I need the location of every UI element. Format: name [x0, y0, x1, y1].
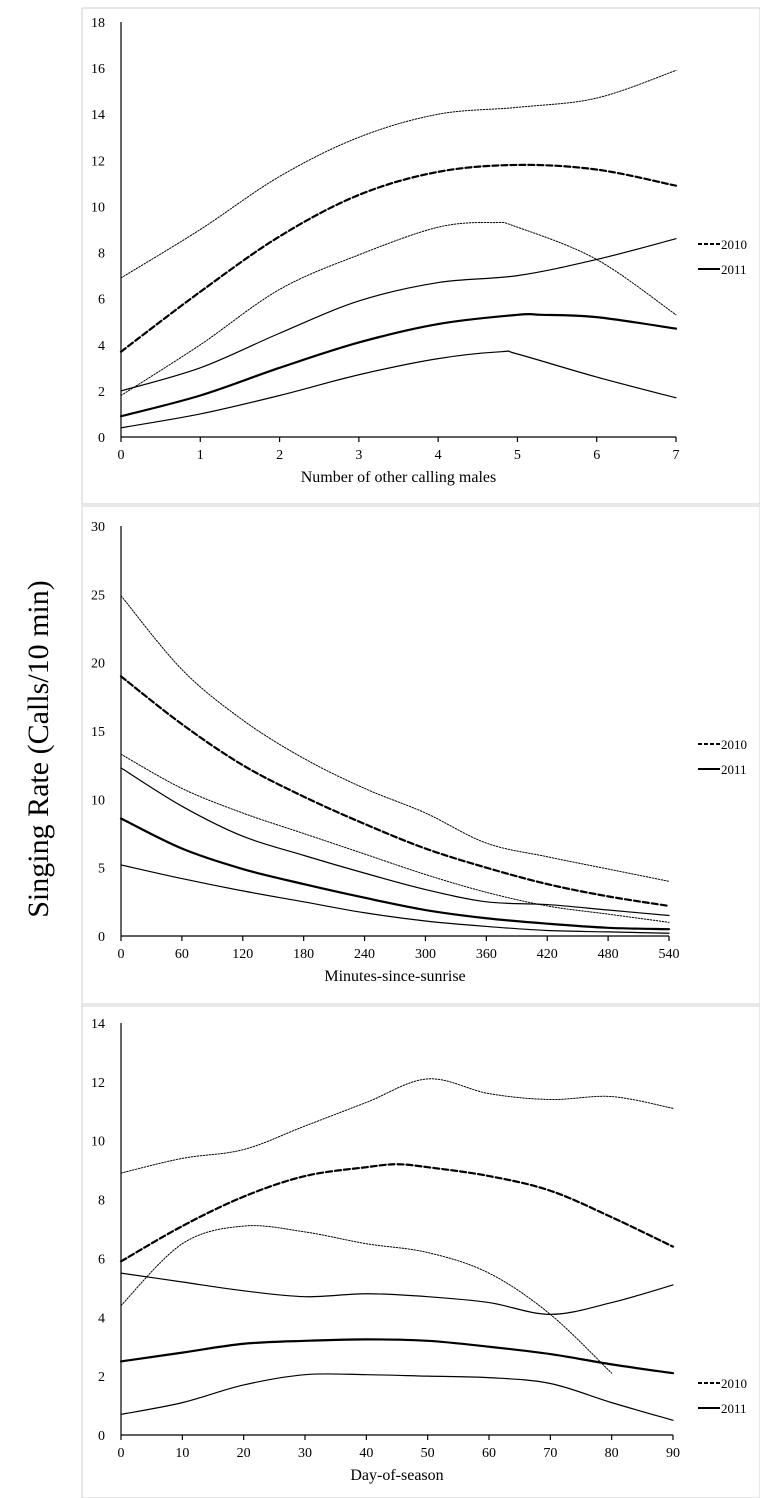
x-tick-label: 180: [293, 947, 314, 962]
x-tick-label: 30: [298, 1446, 312, 1461]
y-tick-label: 0: [98, 1429, 105, 1444]
x-tick-label: 420: [537, 947, 558, 962]
x-tick-label: 90: [666, 1446, 680, 1461]
y-tick-label: 0: [98, 431, 105, 446]
series-line-2-dotted: [120, 1078, 674, 1174]
x-tick-label: 7: [673, 448, 680, 463]
legend-label-2011: 2011: [721, 1401, 747, 1416]
panel-frame: [81, 1005, 760, 1498]
series-line-2010: [119, 675, 671, 908]
series-line-2011: [119, 817, 671, 931]
y-tick-label: 6: [98, 1252, 105, 1267]
x-tick-label: 480: [598, 947, 619, 962]
series-line-6-solid: [120, 1373, 674, 1421]
x-tick-label: 0: [118, 1446, 125, 1461]
series-line-2011: [119, 1338, 675, 1375]
series-line-5-solid: [120, 1272, 674, 1315]
x-tick-label: 240: [354, 947, 375, 962]
x-tick-label: 50: [421, 1446, 435, 1461]
y-tick-label: 8: [98, 1194, 105, 1209]
x-tick-label: 300: [415, 947, 436, 962]
legend-label-2011: 2011: [721, 262, 747, 277]
x-tick-label: 40: [359, 1446, 373, 1461]
series-line-5-solid: [120, 238, 677, 392]
x-tick-label: 540: [659, 947, 680, 962]
x-tick-label: 70: [543, 1446, 557, 1461]
y-tick-label: 10: [91, 200, 105, 215]
y-tick-label: 5: [98, 862, 105, 877]
y-tick-label: 18: [91, 16, 105, 31]
x-tick-label: 60: [482, 1446, 496, 1461]
y-tick-label: 20: [91, 657, 105, 672]
x-axis-title: Day-of-season: [350, 1467, 443, 1484]
x-tick-label: 5: [514, 448, 521, 463]
x-tick-label: 6: [593, 448, 600, 463]
x-axis-title: Minutes-since-sunrise: [324, 968, 465, 985]
legend-label-2010: 2010: [721, 1376, 747, 1391]
y-tick-label: 4: [98, 339, 105, 354]
x-tick-label: 10: [175, 1446, 189, 1461]
x-tick-label: 20: [237, 1446, 251, 1461]
y-tick-label: 8: [98, 247, 105, 262]
series-line-3-dotted: [120, 753, 670, 923]
y-tick-label: 14: [91, 108, 105, 123]
legend-label-2011: 2011: [721, 762, 747, 777]
y-tick-label: 15: [91, 725, 105, 740]
y-tick-label: 0: [98, 930, 105, 945]
y-axis-title: Singing Rate (Calls/10 min): [22, 580, 55, 918]
y-tick-label: 2: [98, 385, 105, 400]
y-tick-label: 14: [91, 1017, 105, 1032]
y-tick-label: 25: [91, 588, 105, 603]
series-line-2011: [119, 312, 678, 418]
series-line-3-dotted: [120, 221, 677, 396]
y-tick-label: 12: [91, 154, 105, 169]
x-tick-label: 360: [476, 947, 497, 962]
y-tick-label: 6: [98, 293, 105, 308]
series-line-6-solid: [120, 350, 677, 429]
series-line-2010: [119, 1163, 675, 1263]
x-tick-label: 0: [118, 947, 125, 962]
series-line-2010: [119, 163, 678, 353]
y-tick-label: 10: [91, 1135, 105, 1150]
x-tick-label: 1: [197, 448, 204, 463]
y-tick-label: 30: [91, 520, 105, 535]
chart-panel-3: 0 2 4 6 8 10 12 14 0 10 20 30 40 50 60 70 80 90 Day-of-sea…: [81, 1005, 760, 1498]
x-tick-label: 3: [355, 448, 362, 463]
series-line-6-solid: [120, 864, 670, 934]
y-tick-label: 10: [91, 793, 105, 808]
x-axis-title: Number of other calling males: [301, 469, 497, 486]
x-tick-label: 0: [118, 448, 125, 463]
panel-frame: [81, 505, 760, 1005]
series-line-2-dotted: [120, 595, 670, 882]
x-tick-label: 80: [605, 1446, 619, 1461]
series-line-5-solid: [120, 767, 670, 917]
x-tick-label: 4: [435, 448, 442, 463]
x-tick-label: 120: [232, 947, 253, 962]
series-line-3-dotted: [120, 1225, 613, 1374]
x-tick-label: 2: [276, 448, 283, 463]
x-tick-label: 60: [175, 947, 189, 962]
legend-label-2010: 2010: [721, 237, 747, 252]
y-tick-label: 4: [98, 1311, 105, 1326]
panel-frame: [81, 7, 760, 505]
legend-label-2010: 2010: [721, 737, 747, 752]
series-line-2-dotted: [120, 69, 677, 279]
y-tick-label: 2: [98, 1370, 105, 1385]
y-tick-label: 16: [91, 62, 105, 77]
y-tick-label: 12: [91, 1076, 105, 1091]
